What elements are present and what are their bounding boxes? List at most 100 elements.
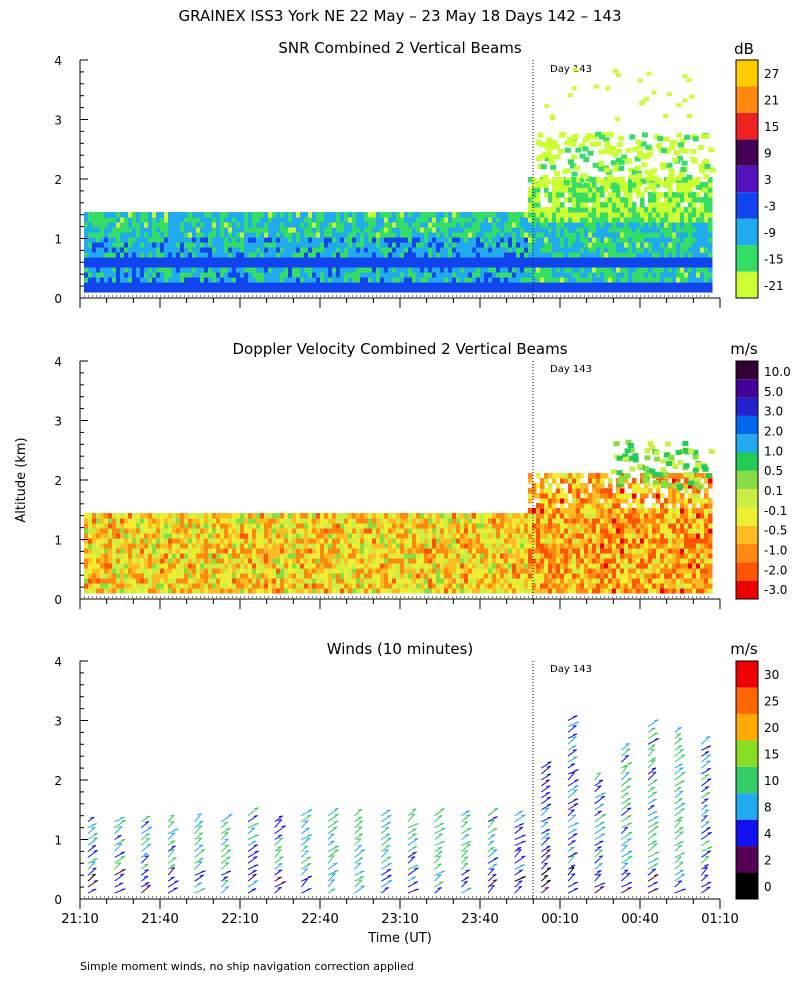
heatmap-cell <box>120 282 125 288</box>
heatmap-cell <box>492 247 497 253</box>
heatmap-cell <box>340 232 345 238</box>
heatmap-cell <box>188 212 193 218</box>
heatmap-cell <box>588 252 593 258</box>
heatmap-cell <box>344 583 349 589</box>
heatmap-cell <box>616 227 621 233</box>
heatmap-cell <box>140 573 145 579</box>
heatmap-cell <box>388 538 393 544</box>
heatmap-cell <box>604 232 609 238</box>
heatmap-cell <box>160 252 165 258</box>
heatmap-cell <box>700 257 705 263</box>
heatmap-cell <box>120 272 125 278</box>
heatmap-cell <box>528 578 533 584</box>
heatmap-cell <box>404 282 409 288</box>
heatmap-cell <box>184 242 189 248</box>
heatmap-cell <box>580 277 585 283</box>
heatmap-cell <box>252 287 257 293</box>
heatmap-cell <box>600 217 605 223</box>
heatmap-cell <box>452 538 457 544</box>
heatmap-cell <box>692 222 697 228</box>
heatmap-cell <box>632 287 637 293</box>
heatmap-cell <box>280 523 285 529</box>
heatmap-cell <box>136 583 141 589</box>
heatmap-cell <box>188 227 193 233</box>
heatmap-cell <box>708 257 713 263</box>
heatmap-cell <box>204 232 209 238</box>
heatmap-cell <box>224 217 229 223</box>
heatmap-cell <box>316 272 321 278</box>
heatmap-cell <box>328 212 333 218</box>
heatmap-cell <box>220 518 225 524</box>
heatmap-cell <box>168 553 173 559</box>
heatmap-cell <box>660 257 665 263</box>
heatmap-cell <box>216 578 221 584</box>
heatmap-cell <box>380 558 385 564</box>
heatmap-cell <box>552 202 557 208</box>
heatmap-cell <box>312 227 317 233</box>
heatmap-cell <box>124 212 129 218</box>
heatmap-cell <box>188 242 193 248</box>
heatmap-cell <box>328 543 333 549</box>
heatmap-cell <box>144 277 149 283</box>
heatmap-cell <box>536 252 541 258</box>
heatmap-cell <box>560 222 565 228</box>
heatmap-cell <box>312 282 317 288</box>
heatmap-cell <box>128 538 133 544</box>
heatmap-cell <box>316 282 321 288</box>
heatmap-cell <box>472 553 477 559</box>
heatmap-cell <box>144 523 149 529</box>
heatmap-cell <box>556 217 561 223</box>
heatmap-cell <box>380 217 385 223</box>
heatmap-cell <box>312 272 317 278</box>
heatmap-cell <box>684 212 689 218</box>
heatmap-cell <box>308 282 313 288</box>
heatmap-cell <box>156 583 161 589</box>
heatmap-cell <box>404 518 409 524</box>
heatmap-cell <box>420 212 425 218</box>
heatmap-cell <box>700 247 705 253</box>
heatmap-cell <box>448 237 453 243</box>
heatmap-cell <box>388 543 393 549</box>
heatmap-cell <box>100 272 105 278</box>
heatmap-cell <box>384 232 389 238</box>
heatmap-cell <box>540 212 545 218</box>
heatmap-cell <box>152 222 157 228</box>
heatmap-cell <box>100 558 105 564</box>
heatmap-cell <box>484 513 489 519</box>
heatmap-cell <box>428 563 433 569</box>
heatmap-cell <box>444 227 449 233</box>
heatmap-cell <box>372 237 377 243</box>
heatmap-cell <box>420 232 425 238</box>
heatmap-cell <box>544 518 549 524</box>
heatmap-cell <box>180 287 185 293</box>
heatmap-cell <box>452 543 457 549</box>
heatmap-cell <box>144 513 149 519</box>
heatmap-cell <box>196 282 201 288</box>
colorbar-swatch <box>736 112 758 140</box>
heatmap-cell <box>564 247 569 253</box>
heatmap-cell <box>252 528 257 534</box>
heatmap-cell <box>192 548 197 554</box>
heatmap-cell <box>588 282 593 288</box>
heatmap-cell <box>336 568 341 574</box>
heatmap-cell <box>280 583 285 589</box>
heatmap-cell <box>572 182 577 188</box>
heatmap-cell <box>635 139 642 145</box>
heatmap-cell <box>440 578 445 584</box>
heatmap-cell <box>456 533 461 539</box>
heatmap-cell <box>316 543 321 549</box>
heatmap-cell <box>416 543 421 549</box>
heatmap-cell <box>308 568 313 574</box>
heatmap-cell <box>476 242 481 248</box>
heatmap-cell <box>492 533 497 539</box>
heatmap-cell <box>120 533 125 539</box>
heatmap-cell <box>344 573 349 579</box>
heatmap-cell <box>544 558 549 564</box>
heatmap-cell <box>140 212 145 218</box>
heatmap-cell <box>192 543 197 549</box>
heatmap-cell <box>704 192 709 198</box>
heatmap-cell <box>208 252 213 258</box>
heatmap-cell <box>220 568 225 574</box>
heatmap-cell <box>600 212 605 218</box>
